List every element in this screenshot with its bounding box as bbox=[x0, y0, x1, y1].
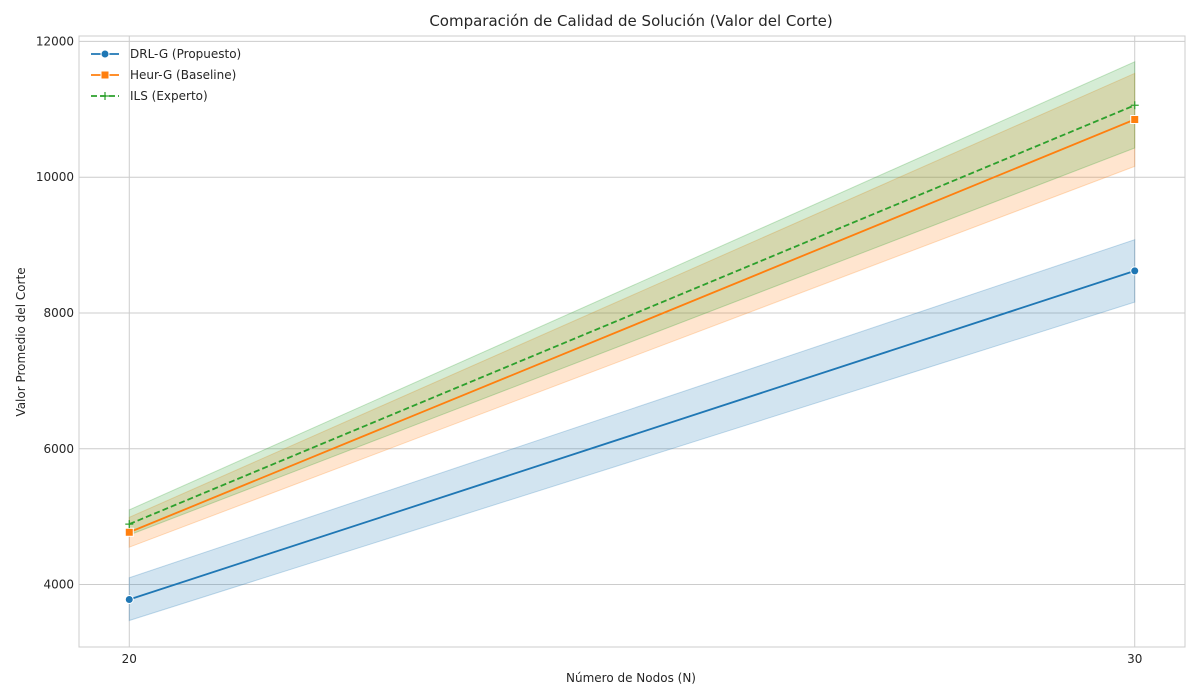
grid bbox=[79, 36, 1185, 647]
y-tick-label: 4000 bbox=[43, 578, 74, 592]
x-tick-label: 20 bbox=[122, 652, 137, 666]
legend-item-ils-experto: ILS (Experto) bbox=[91, 89, 208, 103]
x-axis-label: Número de Nodos (N) bbox=[566, 671, 696, 685]
confidence-bands bbox=[128, 61, 1136, 622]
y-tick-label: 10000 bbox=[36, 170, 74, 184]
y-tick-label: 8000 bbox=[43, 306, 74, 320]
legend-marker bbox=[100, 70, 110, 80]
plot-frame bbox=[78, 35, 1186, 648]
legend-item-heur-g-baseline: Heur-G (Baseline) bbox=[91, 68, 236, 82]
legend-marker bbox=[100, 49, 110, 59]
series-line-ils-experto bbox=[128, 104, 1136, 525]
tick-labels: 20 30 4000 6000 8000 10000 12000 bbox=[36, 34, 1143, 666]
legend-item-drl-g-propuesto: DRL-G (Propuesto) bbox=[91, 47, 241, 61]
y-axis-label: Valor Promedio del Corte bbox=[14, 267, 28, 416]
y-tick-label: 12000 bbox=[36, 34, 74, 48]
legend-label: Heur-G (Baseline) bbox=[130, 68, 236, 82]
y-tick-label: 6000 bbox=[43, 442, 74, 456]
series-line-drl-g-propuesto bbox=[128, 270, 1136, 601]
data-point-drl-g-propuesto bbox=[124, 594, 134, 604]
chart-title: Comparación de Calidad de Solución (Valo… bbox=[429, 12, 832, 30]
data-point-ils-experto bbox=[1130, 101, 1139, 110]
legend-label: DRL-G (Propuesto) bbox=[130, 47, 241, 61]
data-point-heur-g-baseline bbox=[1130, 115, 1140, 125]
legend: DRL-G (Propuesto) Heur-G (Baseline) ILS (E… bbox=[91, 47, 241, 103]
data-point-heur-g-baseline bbox=[124, 527, 134, 537]
x-tick-label: 30 bbox=[1127, 652, 1142, 666]
series-lines bbox=[128, 104, 1136, 601]
series-line-heur-g-baseline bbox=[128, 118, 1136, 534]
legend-label: ILS (Experto) bbox=[130, 89, 208, 103]
confidence-band-drl-g-propuesto bbox=[128, 238, 1136, 622]
legend-marker bbox=[101, 92, 109, 100]
series-markers bbox=[124, 101, 1140, 604]
data-point-drl-g-propuesto bbox=[1130, 266, 1140, 276]
data-point-ils-experto bbox=[125, 520, 134, 529]
